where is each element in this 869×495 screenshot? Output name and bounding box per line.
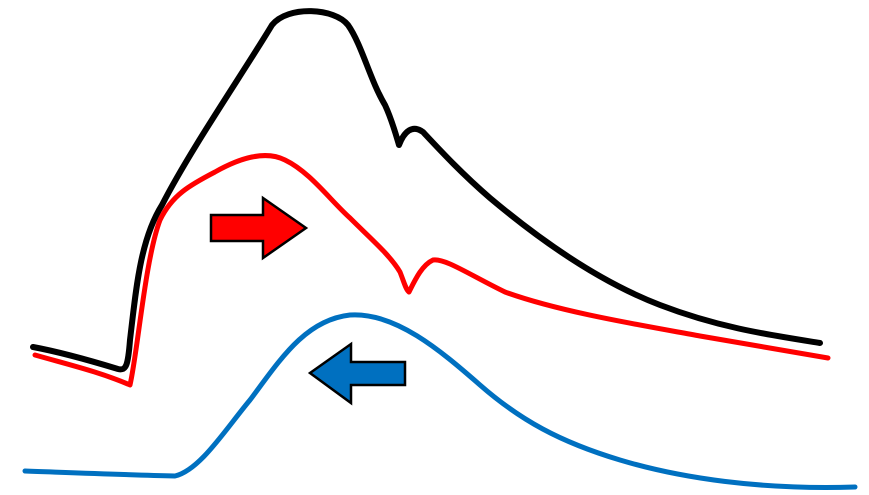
red-right-arrow-icon xyxy=(209,195,309,261)
blue-waveform-curve xyxy=(22,312,858,490)
blue-left-arrow-icon xyxy=(307,341,407,406)
black-waveform-curve xyxy=(30,8,823,373)
red-waveform-curve xyxy=(32,153,831,388)
